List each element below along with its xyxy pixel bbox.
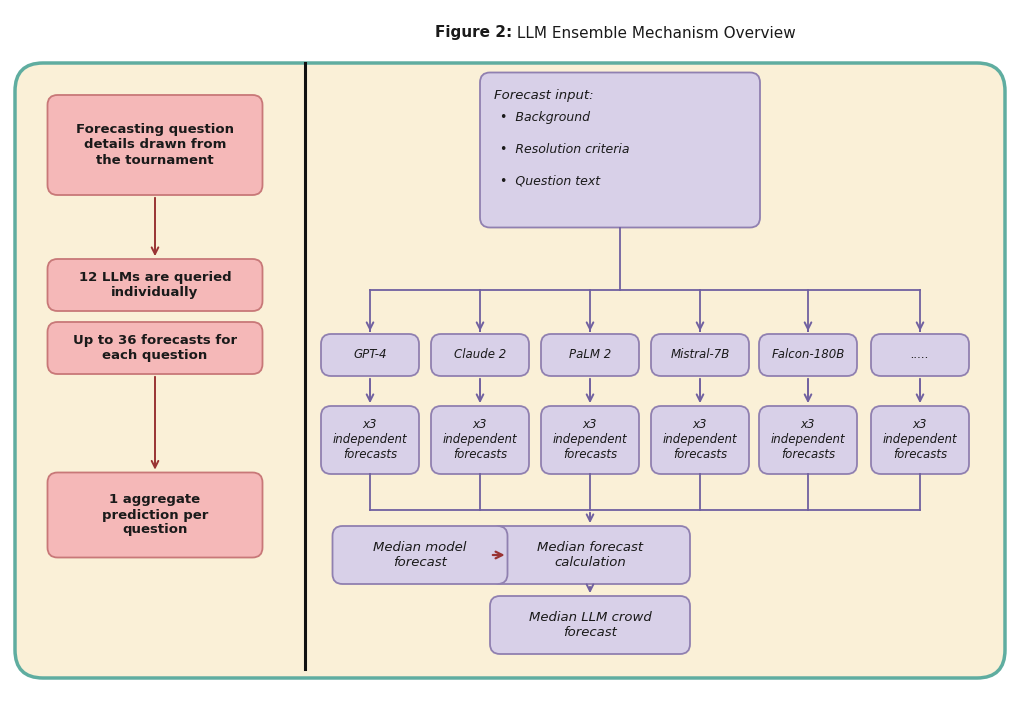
Text: •  Resolution criteria: • Resolution criteria bbox=[500, 143, 630, 156]
Text: x3
independent
forecasts: x3 independent forecasts bbox=[442, 419, 517, 461]
Text: Median forecast
calculation: Median forecast calculation bbox=[537, 541, 643, 569]
Text: Mistral-7B: Mistral-7B bbox=[671, 348, 730, 361]
FancyBboxPatch shape bbox=[47, 473, 262, 557]
Text: Forecasting question
details drawn from
the tournament: Forecasting question details drawn from … bbox=[76, 124, 234, 166]
FancyBboxPatch shape bbox=[490, 596, 690, 654]
FancyBboxPatch shape bbox=[541, 334, 639, 376]
Text: 12 LLMs are queried
individually: 12 LLMs are queried individually bbox=[79, 271, 231, 299]
Text: x3
independent
forecasts: x3 independent forecasts bbox=[883, 419, 957, 461]
FancyBboxPatch shape bbox=[15, 63, 1005, 678]
Text: 1 aggregate
prediction per
question: 1 aggregate prediction per question bbox=[101, 493, 208, 537]
FancyBboxPatch shape bbox=[321, 334, 419, 376]
Text: Median model
forecast: Median model forecast bbox=[374, 541, 467, 569]
Text: Median LLM crowd
forecast: Median LLM crowd forecast bbox=[528, 611, 651, 639]
FancyBboxPatch shape bbox=[47, 259, 262, 311]
FancyBboxPatch shape bbox=[321, 406, 419, 474]
Text: x3
independent
forecasts: x3 independent forecasts bbox=[553, 419, 628, 461]
Text: Claude 2: Claude 2 bbox=[454, 348, 506, 361]
Text: PaLM 2: PaLM 2 bbox=[569, 348, 611, 361]
FancyBboxPatch shape bbox=[759, 334, 857, 376]
FancyBboxPatch shape bbox=[651, 334, 749, 376]
Text: Figure 2:: Figure 2: bbox=[435, 26, 512, 41]
FancyBboxPatch shape bbox=[480, 73, 760, 228]
FancyBboxPatch shape bbox=[333, 526, 508, 584]
Text: x3
independent
forecasts: x3 independent forecasts bbox=[333, 419, 408, 461]
FancyBboxPatch shape bbox=[490, 526, 690, 584]
FancyBboxPatch shape bbox=[651, 406, 749, 474]
Text: GPT-4: GPT-4 bbox=[353, 348, 387, 361]
Text: LLM Ensemble Mechanism Overview: LLM Ensemble Mechanism Overview bbox=[512, 26, 796, 41]
FancyBboxPatch shape bbox=[871, 406, 969, 474]
Text: .....: ..... bbox=[910, 348, 930, 361]
FancyBboxPatch shape bbox=[431, 334, 529, 376]
FancyBboxPatch shape bbox=[871, 334, 969, 376]
Text: Falcon-180B: Falcon-180B bbox=[771, 348, 845, 361]
Text: Forecast input:: Forecast input: bbox=[494, 88, 594, 102]
Text: •  Question text: • Question text bbox=[500, 175, 600, 188]
Text: x3
independent
forecasts: x3 independent forecasts bbox=[663, 419, 737, 461]
Text: Up to 36 forecasts for
each question: Up to 36 forecasts for each question bbox=[73, 334, 238, 362]
Text: x3
independent
forecasts: x3 independent forecasts bbox=[771, 419, 846, 461]
Text: •  Background: • Background bbox=[500, 111, 590, 124]
FancyBboxPatch shape bbox=[431, 406, 529, 474]
FancyBboxPatch shape bbox=[47, 322, 262, 374]
FancyBboxPatch shape bbox=[759, 406, 857, 474]
FancyBboxPatch shape bbox=[541, 406, 639, 474]
FancyBboxPatch shape bbox=[47, 95, 262, 195]
